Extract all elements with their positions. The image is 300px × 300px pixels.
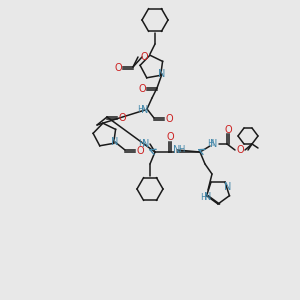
- Text: N: N: [210, 139, 218, 149]
- Text: H: H: [138, 140, 144, 148]
- Text: N: N: [158, 69, 166, 79]
- Text: H: H: [137, 106, 143, 115]
- Text: O: O: [236, 145, 244, 155]
- Text: H: H: [200, 193, 206, 202]
- Text: O: O: [166, 132, 174, 142]
- Text: O: O: [140, 52, 148, 62]
- Text: N: N: [224, 182, 232, 192]
- Text: O: O: [114, 63, 122, 73]
- Text: N: N: [141, 105, 149, 115]
- Text: O: O: [136, 146, 144, 156]
- Text: N: N: [142, 139, 150, 149]
- Text: O: O: [165, 114, 173, 124]
- Text: H: H: [178, 146, 184, 154]
- Text: N: N: [111, 137, 119, 147]
- Text: O: O: [138, 84, 146, 94]
- Text: O: O: [224, 125, 232, 135]
- Text: N: N: [204, 192, 212, 202]
- Text: O: O: [118, 113, 126, 123]
- Text: H: H: [207, 140, 213, 148]
- Text: N: N: [173, 145, 181, 155]
